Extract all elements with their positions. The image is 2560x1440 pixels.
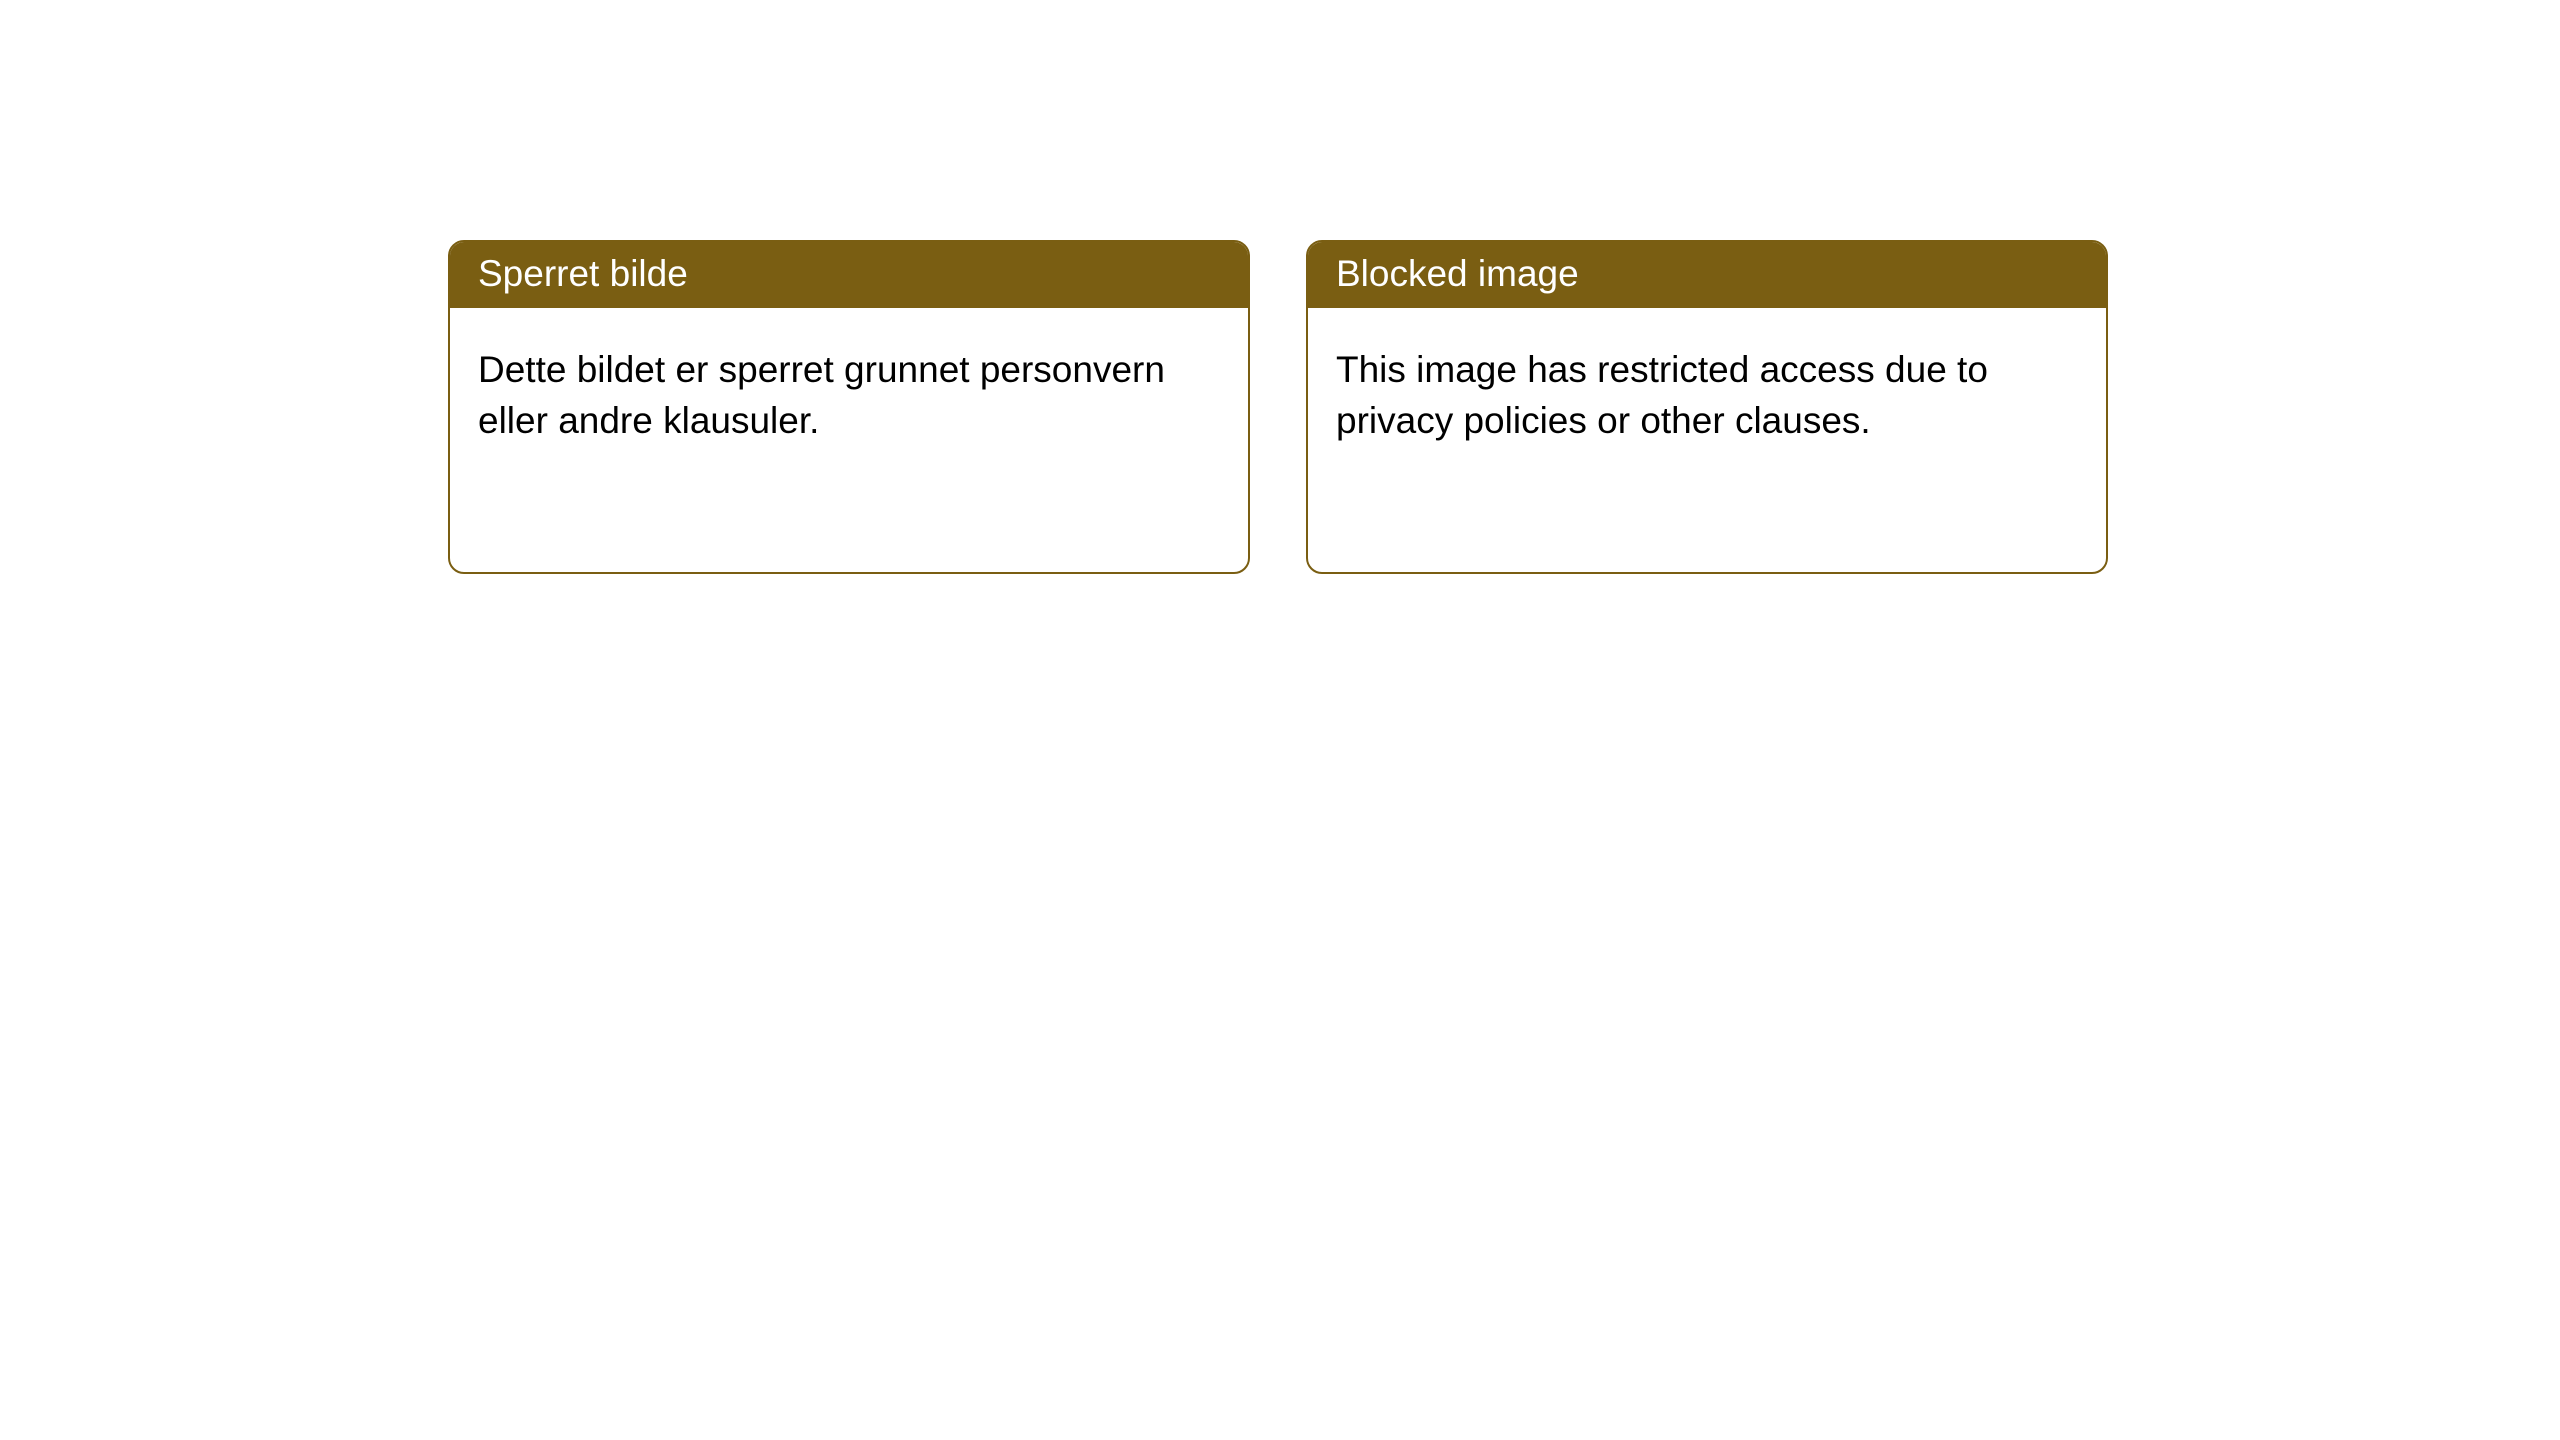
cards-container: Sperret bilde Dette bildet er sperret gr… xyxy=(448,240,2560,574)
card-header: Sperret bilde xyxy=(450,242,1248,308)
card-body: Dette bildet er sperret grunnet personve… xyxy=(450,308,1248,482)
card-title: Blocked image xyxy=(1336,253,1579,294)
card-header: Blocked image xyxy=(1308,242,2106,308)
info-card-norwegian: Sperret bilde Dette bildet er sperret gr… xyxy=(448,240,1250,574)
card-body: This image has restricted access due to … xyxy=(1308,308,2106,482)
card-body-text: This image has restricted access due to … xyxy=(1336,349,1988,441)
info-card-english: Blocked image This image has restricted … xyxy=(1306,240,2108,574)
card-title: Sperret bilde xyxy=(478,253,688,294)
card-body-text: Dette bildet er sperret grunnet personve… xyxy=(478,349,1165,441)
